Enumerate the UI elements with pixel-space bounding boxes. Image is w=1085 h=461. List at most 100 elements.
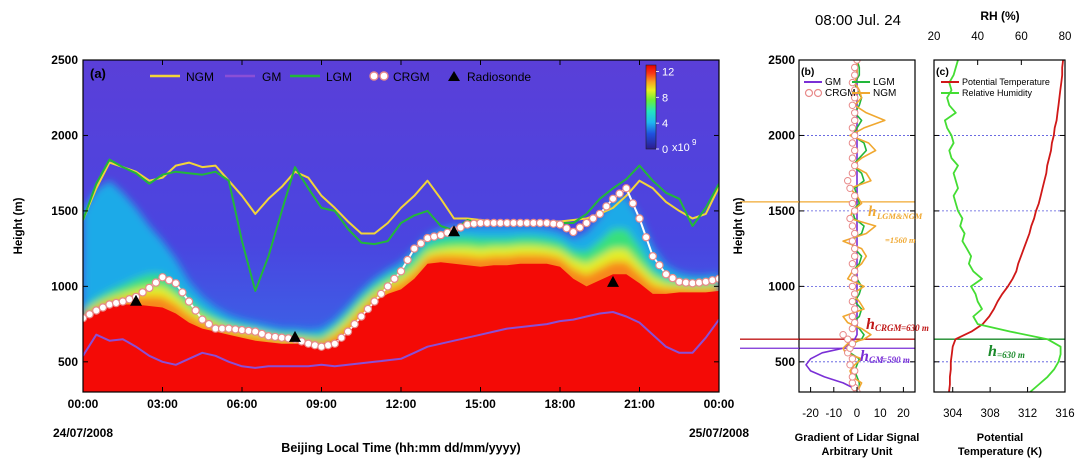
crgm-point [323, 341, 333, 350]
legend-c: Potential Temperature Relative Humidity [941, 77, 1050, 98]
legend-b-crgm-marker-2 [813, 88, 823, 98]
crgm-profile-point [848, 379, 857, 387]
crgm-profile-point [844, 177, 852, 185]
annotation-h-lgm-sub: LGM&NGM [876, 211, 923, 221]
legend-a: NGM GM LGM CRGM Radiosonde [150, 70, 531, 84]
panel-a-date-start: 24/07/2008 [53, 426, 113, 440]
annotation-h-lgm-ngm: h LGM&NGM =1560 m [868, 204, 923, 245]
crgm-profile-point [839, 331, 847, 339]
x-tick-label: 312 [1018, 408, 1037, 420]
crgm-point [145, 283, 154, 293]
y-tick-label: 1500 [768, 204, 795, 218]
crgm-point [363, 304, 373, 314]
x-tick-label: 06:00 [227, 397, 258, 411]
crgm-profile-point [853, 60, 861, 64]
crgm-profile-point [851, 275, 859, 283]
crgm-point [403, 255, 412, 265]
crgm-point [641, 233, 651, 242]
colorbar-bar [645, 64, 657, 150]
y-tick-label: 1000 [51, 279, 78, 293]
panel-a-label: (a) [90, 66, 106, 81]
y-tick-label: 2500 [768, 53, 795, 67]
x-tick-label: -10 [825, 408, 842, 420]
panel-c-frame [933, 59, 1066, 393]
crgm-point [416, 239, 426, 248]
y-tick-label: 500 [775, 355, 795, 369]
annotation-h-gm-value: =590 m [882, 355, 910, 365]
annotation-h-gm-sub: GM [869, 355, 884, 365]
crgm-profile-point [851, 305, 859, 313]
panel-a-date-end: 25/07/2008 [689, 426, 749, 440]
crgm-point [270, 332, 280, 342]
colorbar-tick-label: 12 [662, 66, 674, 78]
crgm-profile-point [851, 94, 859, 102]
crgm-profile-point [848, 324, 857, 333]
legend-c-pt-label: Potential Temperature [962, 77, 1050, 87]
crgm-point [164, 276, 174, 285]
y-tick-label: 500 [58, 355, 78, 369]
crgm-point [151, 278, 161, 287]
series-ngm-line [83, 161, 719, 235]
crgm-point [343, 327, 353, 336]
crgm-point [701, 277, 711, 286]
y-tick-label: 1000 [768, 279, 795, 293]
crgm-point [661, 270, 671, 279]
legend-crgm-marker-2 [379, 71, 389, 81]
crgm-profile-point [851, 161, 859, 170]
radiosonde-point [607, 275, 619, 287]
colorbar-unit-exponent: 9 [692, 138, 697, 147]
legend-lgm-label: LGM [326, 70, 352, 84]
crgm-point [615, 189, 624, 198]
x-tick-label: 18:00 [545, 397, 576, 411]
crgm-point [694, 278, 704, 287]
crgm-profile-point [848, 154, 857, 162]
crgm-profile-point [846, 214, 854, 223]
crgm-point [317, 342, 326, 351]
crgm-profile-point [851, 367, 859, 375]
crgm-point [635, 214, 644, 223]
panel-c: 304 308 312 316 20 40 60 80 (c) Potential Tempe… [928, 9, 1075, 458]
crgm-profile-point [848, 373, 857, 381]
x-tick-label: -20 [802, 408, 819, 420]
annotation-h-gm: h GM =590 m [860, 348, 910, 365]
crgm-profile-point [848, 355, 857, 363]
crgm-profile-point [848, 222, 857, 230]
crgm-point [575, 223, 585, 232]
crgm-profile-point [844, 335, 852, 343]
annotation-h-c: h =630 m [988, 343, 1025, 360]
legend-ngm-label: NGM [186, 70, 214, 84]
crgm-profile-point [851, 244, 859, 253]
panel-b-ylabel: Height (m) [733, 197, 745, 254]
panel-b-xlabel: Gradient of Lidar Signal [795, 432, 920, 444]
relative-humidity-line [944, 60, 1062, 392]
series-gm-line [83, 311, 719, 369]
legend-crgm-marker [369, 71, 379, 81]
panel-c-xlabel-2: Temperature (K) [958, 446, 1042, 458]
panel-c-xlabel: Potential [977, 432, 1023, 444]
crgm-point [602, 202, 611, 211]
crgm-profile-point [851, 71, 859, 79]
crgm-point [92, 306, 101, 315]
x-tick-label: 316 [1055, 408, 1074, 420]
crgm-point [171, 279, 180, 288]
panel-c-label: (c) [936, 66, 949, 78]
crgm-profile-point [848, 199, 857, 208]
x-tick-label: 20 [897, 408, 910, 420]
legend-radiosonde-label: Radiosonde [467, 70, 531, 84]
crgm-point [204, 319, 214, 329]
crgm-point [357, 312, 366, 321]
colorbar-unit: x10 [672, 142, 690, 154]
crgm-point [191, 306, 200, 315]
crgm-profile-point [848, 282, 857, 291]
crgm-profile-point [851, 318, 859, 327]
profile-ngm-line [842, 60, 886, 392]
x-tick-label: 304 [943, 408, 963, 420]
crgm-profile-point [851, 267, 859, 275]
crgm-point [198, 315, 207, 324]
crgm-point [184, 297, 194, 306]
legend-gm-label: GM [262, 70, 281, 84]
crgm-point [410, 244, 419, 253]
crgm-point [330, 339, 339, 348]
x2-tick-label: 80 [1059, 31, 1072, 43]
